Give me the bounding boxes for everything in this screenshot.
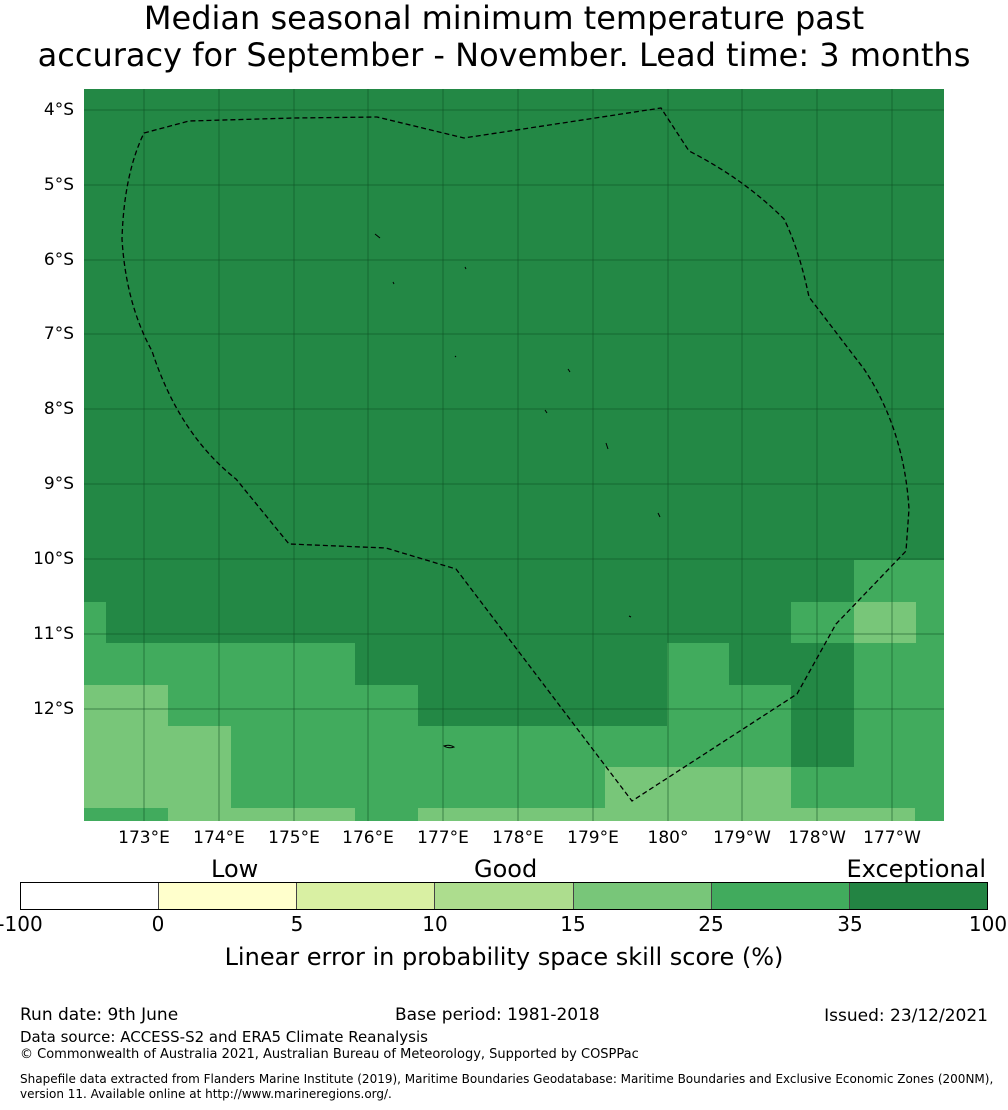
chart-title-line-2: accuracy for September - November. Lead … xyxy=(37,36,971,74)
lon-label-178w: 178°W xyxy=(788,828,846,848)
lat-label-4s: 4°S xyxy=(43,100,74,120)
lat-label-7s: 7°S xyxy=(43,324,74,344)
colorbar-segment xyxy=(159,883,298,909)
eez-boundary xyxy=(121,107,910,802)
run-date: Run date: 9th June xyxy=(20,1005,179,1025)
base-period: Base period: 1981-2018 xyxy=(395,1005,600,1025)
legend-category-good: Good xyxy=(474,855,538,883)
islands xyxy=(374,233,661,749)
legend-category-exceptional: Exceptional xyxy=(846,855,987,883)
colorbar-tick: 25 xyxy=(698,912,724,936)
lon-label-179e: 179°E xyxy=(567,828,619,848)
lon-label-179w: 179°W xyxy=(713,828,771,848)
lon-label-180: 180° xyxy=(647,828,689,848)
lat-label-9s: 9°S xyxy=(43,474,74,494)
colorbar-tick: 35 xyxy=(837,912,863,936)
lat-label-11s: 11°S xyxy=(33,624,74,644)
colorbar-segment xyxy=(849,883,987,909)
skill-score-map xyxy=(84,89,944,821)
lon-label-175e: 175°E xyxy=(268,828,320,848)
copyright: © Commonwealth of Australia 2021, Austra… xyxy=(20,1047,639,1062)
legend-category-low: Low xyxy=(211,855,259,883)
colorbar-tick: 100 xyxy=(968,912,1008,936)
issued-date: Issued: 23/12/2021 xyxy=(824,1006,988,1026)
lon-label-177e: 177°E xyxy=(417,828,469,848)
lon-label-174e: 174°E xyxy=(193,828,245,848)
colorbar-tick: 5 xyxy=(290,912,304,936)
data-source: Data source: ACCESS-S2 and ERA5 Climate … xyxy=(20,1028,428,1046)
colorbar-label: Linear error in probability space skill … xyxy=(224,943,784,971)
lat-label-8s: 8°S xyxy=(43,399,74,419)
lat-label-12s: 12°S xyxy=(33,699,74,719)
region-very-good xyxy=(84,560,944,821)
legend-colorbar xyxy=(20,882,988,910)
colorbar-tick: 15 xyxy=(560,912,586,936)
graticule xyxy=(84,89,944,821)
colorbar-tick: 0 xyxy=(151,912,165,936)
shapefile-credit: Shapefile data extracted from Flanders M… xyxy=(20,1072,994,1101)
colorbar-segment xyxy=(711,883,850,909)
lon-label-177w: 177°W xyxy=(863,828,921,848)
lat-label-5s: 5°S xyxy=(43,175,74,195)
colorbar-segment xyxy=(573,883,712,909)
lon-label-178e: 178°E xyxy=(492,828,544,848)
lon-label-173e: 173°E xyxy=(118,828,170,848)
lat-label-10s: 10°S xyxy=(33,549,74,569)
colorbar-tick: -100 xyxy=(0,912,43,936)
colorbar-segment xyxy=(435,883,574,909)
lat-label-6s: 6°S xyxy=(43,250,74,270)
lon-label-176e: 176°E xyxy=(342,828,394,848)
colorbar-segment xyxy=(297,883,436,909)
colorbar-segment xyxy=(21,883,160,909)
chart-title-line-1: Median seasonal minimum temperature past xyxy=(143,0,865,37)
colorbar-tick: 10 xyxy=(422,912,448,936)
